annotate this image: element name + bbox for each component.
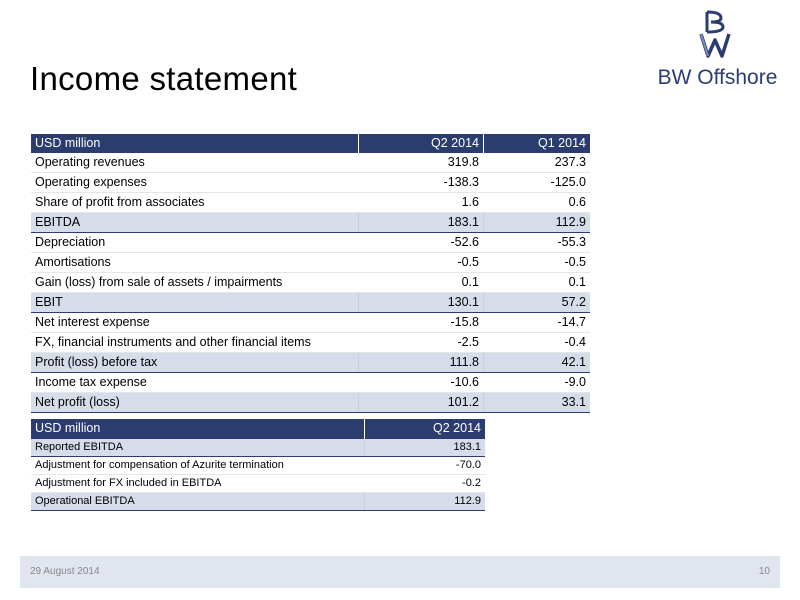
cell-q2-2014: 183.1: [358, 212, 484, 233]
row-label: Adjustment for FX included in EBITDA: [31, 474, 365, 493]
row-label: Profit (loss) before tax: [31, 352, 359, 373]
row-label: Net interest expense: [31, 312, 359, 333]
table-row: Operating revenues 319.8 237.3: [31, 153, 590, 173]
row-label: Adjustment for compensation of Azurite t…: [31, 456, 365, 475]
row-label: Operating expenses: [31, 172, 359, 193]
row-label: EBIT: [31, 292, 359, 313]
cell-q2-2014: 1.6: [358, 192, 484, 213]
company-logo: BW Offshore: [655, 6, 780, 92]
row-label: Gain (loss) from sale of assets / impair…: [31, 272, 359, 293]
column-header-label: USD million: [31, 419, 365, 439]
subtotal-row: EBITDA 183.1 112.9: [31, 212, 590, 233]
row-label: EBITDA: [31, 212, 359, 233]
table-row: Share of profit from associates 1.6 0.6: [31, 192, 590, 213]
row-label: Share of profit from associates: [31, 192, 359, 213]
row-label: Amortisations: [31, 252, 359, 273]
cell-q1-2014: -0.4: [483, 332, 590, 353]
column-header-label: USD million: [31, 134, 359, 153]
cell-q1-2014: -125.0: [483, 172, 590, 193]
cell-q2-2014: -0.2: [364, 474, 485, 493]
cell-q2-2014: 183.1: [364, 438, 485, 457]
cell-q1-2014: 237.3: [483, 153, 590, 173]
cell-q2-2014: -2.5: [358, 332, 484, 353]
cell-q2-2014: 112.9: [364, 492, 485, 511]
table-row: Gain (loss) from sale of assets / impair…: [31, 272, 590, 293]
cell-q2-2014: -10.6: [358, 372, 484, 393]
row-label: FX, financial instruments and other fina…: [31, 332, 359, 353]
ebitda-reconciliation-table: USD million Q2 2014 Reported EBITDA 183.1 Ad…: [31, 419, 485, 511]
cell-q1-2014: 112.9: [483, 212, 590, 233]
cell-q1-2014: 42.1: [483, 352, 590, 373]
row-label: Depreciation: [31, 232, 359, 253]
subtotal-row: EBIT 130.1 57.2: [31, 292, 590, 313]
cell-q2-2014: 319.8: [358, 153, 484, 173]
row-label: Operational EBITDA: [31, 492, 365, 511]
table-row: Amortisations -0.5 -0.5: [31, 252, 590, 273]
column-header-q1: Q1 2014: [483, 134, 590, 153]
column-header-q2: Q2 2014: [364, 419, 485, 439]
cell-q1-2014: 57.2: [483, 292, 590, 313]
income-statement-table: USD million Q2 2014 Q1 2014 Operating reven…: [31, 134, 590, 413]
cell-q2-2014: 130.1: [358, 292, 484, 313]
brand-name: BW Offshore: [657, 66, 778, 89]
page-number: 10: [758, 566, 770, 577]
cell-q1-2014: -9.0: [483, 372, 590, 393]
row-label: Income tax expense: [31, 372, 359, 393]
table-row: Net interest expense -15.8 -14.7: [31, 312, 590, 333]
subtotal-row: Operational EBITDA 112.9: [31, 492, 485, 511]
column-header-q2: Q2 2014: [358, 134, 484, 153]
table-row: Income tax expense -10.6 -9.0: [31, 372, 590, 393]
cell-q2-2014: -0.5: [358, 252, 484, 273]
row-label: Net profit (loss): [31, 392, 359, 413]
table-row: Operating expenses -138.3 -125.0: [31, 172, 590, 193]
page-title: Income statement: [30, 60, 298, 97]
cell-q1-2014: -55.3: [483, 232, 590, 253]
cell-q1-2014: -0.5: [483, 252, 590, 273]
footer: 29 August 2014 10: [20, 556, 780, 588]
cell-q1-2014: 0.6: [483, 192, 590, 213]
cell-q2-2014: 111.8: [358, 352, 484, 373]
row-label: Operating revenues: [31, 153, 359, 173]
subtotal-row: Net profit (loss) 101.2 33.1: [31, 392, 590, 413]
table-row: Adjustment for compensation of Azurite t…: [31, 456, 485, 475]
cell-q2-2014: -70.0: [364, 456, 485, 475]
cell-q2-2014: -138.3: [358, 172, 484, 193]
table-header-row: USD million Q2 2014: [31, 419, 485, 439]
table-row: Depreciation -52.6 -55.3: [31, 232, 590, 253]
subtotal-row: Reported EBITDA 183.1: [31, 438, 485, 457]
cell-q1-2014: -14.7: [483, 312, 590, 333]
subtotal-row: Profit (loss) before tax 111.8 42.1: [31, 352, 590, 373]
table-row: Adjustment for FX included in EBITDA -0.2: [31, 474, 485, 493]
cell-q1-2014: 0.1: [483, 272, 590, 293]
cell-q2-2014: -15.8: [358, 312, 484, 333]
cell-q2-2014: -52.6: [358, 232, 484, 253]
footer-date: 29 August 2014: [30, 566, 100, 577]
row-label: Reported EBITDA: [31, 438, 365, 457]
table-header-row: USD million Q2 2014 Q1 2014: [31, 134, 590, 153]
cell-q1-2014: 33.1: [483, 392, 590, 413]
table-row: FX, financial instruments and other fina…: [31, 332, 590, 353]
bw-logo-icon: [699, 10, 731, 58]
cell-q2-2014: 0.1: [358, 272, 484, 293]
cell-q2-2014: 101.2: [358, 392, 484, 413]
